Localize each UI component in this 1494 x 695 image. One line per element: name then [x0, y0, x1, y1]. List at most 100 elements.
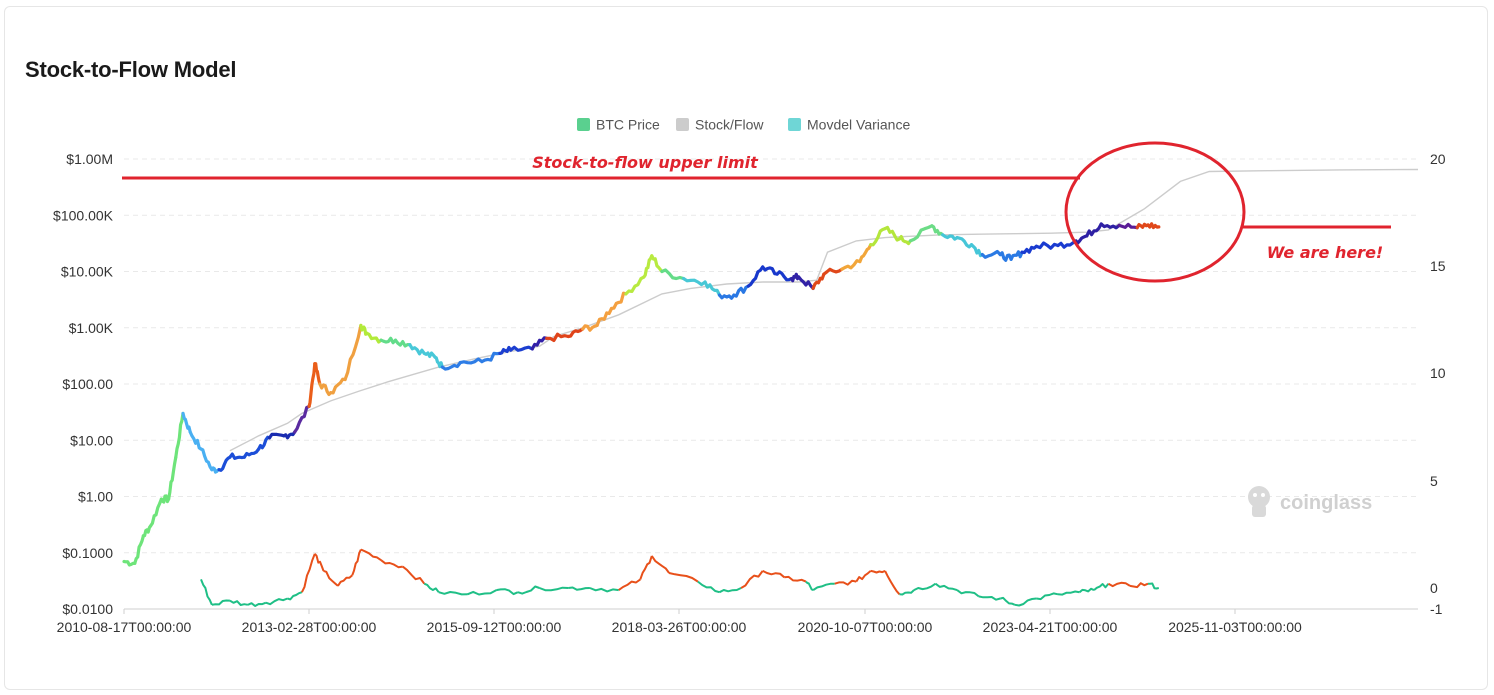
- btc-price-segment: [609, 291, 628, 311]
- btc-price-segment: [789, 272, 801, 283]
- legend-item[interactable]: Stock/Flow: [676, 117, 764, 133]
- chart-title: Stock-to-Flow Model: [25, 57, 237, 82]
- variance-segment: [1129, 582, 1149, 589]
- btc-price-segment: [822, 267, 844, 276]
- variance-segment: [229, 599, 249, 606]
- variance-segment: [1014, 597, 1037, 607]
- chart-legend[interactable]: BTC Price Stock/Flow Movdel Variance: [577, 117, 910, 133]
- btc-price-segment: [343, 323, 363, 382]
- variance-segment: [247, 601, 267, 607]
- x-tick-label: 2023-04-21T00:00:00: [983, 619, 1118, 635]
- model-variance-series: [200, 548, 1160, 607]
- left-y-axis: $0.0100 $0.1000 $1.00 $10.00 $100.00 $1.00K $1…: [53, 151, 114, 617]
- variance-segment: [913, 582, 937, 592]
- btc-price-segment: [883, 225, 902, 242]
- btc-price-segment: [422, 351, 437, 359]
- variance-segment: [539, 586, 569, 592]
- btc-price-segment: [980, 249, 1002, 259]
- y-right-tick-label: 10: [1430, 365, 1446, 381]
- variance-segment: [805, 580, 814, 591]
- btc-price-segment: [775, 270, 794, 282]
- btc-price-segment: [930, 224, 945, 237]
- watermark-text: coinglass: [1280, 492, 1372, 514]
- x-tick-label: 2010-08-17T00:00:00: [57, 619, 192, 635]
- btc-price-segment: [318, 382, 333, 397]
- chart-card: Stock-to-Flow Model: [4, 6, 1488, 690]
- y-left-tick-label: $1.00M: [66, 151, 113, 167]
- variance-segment: [668, 572, 699, 583]
- coinglass-logo-icon: [1248, 486, 1270, 517]
- btc-price-segment: [955, 236, 974, 249]
- btc-price-segment: [840, 259, 862, 271]
- variance-segment: [884, 570, 901, 595]
- btc-price-segment: [869, 227, 887, 247]
- btc-price-segment: [282, 430, 297, 440]
- variance-segment: [956, 589, 980, 598]
- btc-price-segment: [642, 254, 654, 279]
- btc-price-segment: [660, 268, 686, 281]
- grid-lines: [124, 158, 1418, 610]
- btc-price-segment: [941, 233, 959, 241]
- variance-segment: [740, 570, 764, 589]
- btc-price-segment: [797, 275, 815, 290]
- legend-item[interactable]: Movdel Variance: [788, 117, 910, 133]
- y-left-tick-label: $0.0100: [62, 601, 113, 617]
- btc-price-segment: [365, 331, 383, 344]
- variance-segment: [323, 569, 339, 587]
- x-tick-label: 2015-09-12T00:00:00: [427, 619, 562, 635]
- we-are-here-label: We are here!: [1267, 243, 1383, 262]
- variance-segment: [314, 553, 325, 572]
- annotations: Stock-to-flow upper limit We are here!: [122, 141, 1391, 283]
- btc-price-segment: [440, 361, 462, 371]
- btc-price-segment: [498, 345, 513, 355]
- we-are-here-circle: [1064, 141, 1246, 283]
- btc-price-segment: [257, 435, 272, 451]
- variance-segment: [496, 588, 519, 596]
- btc-price-segment: [581, 323, 599, 332]
- x-tick-label: 2013-02-28T00:00:00: [242, 619, 377, 635]
- variance-segment: [762, 570, 785, 579]
- btc-price-segment: [307, 362, 317, 408]
- legend-item[interactable]: BTC Price: [577, 117, 660, 133]
- btc-price-segment: [530, 336, 549, 351]
- btc-price-segment: [998, 251, 1013, 262]
- variance-segment: [568, 586, 590, 591]
- legend-swatch: [676, 118, 689, 131]
- variance-segment: [639, 555, 653, 580]
- variance-segment: [618, 578, 641, 591]
- btc-price-segment: [969, 243, 984, 258]
- variance-segment: [870, 569, 886, 574]
- btc-price-segment: [133, 534, 145, 565]
- y-right-tick-label: -1: [1430, 601, 1443, 617]
- variance-segment: [978, 595, 1001, 601]
- btc-price-segment: [1135, 222, 1150, 230]
- btc-price-segment: [267, 432, 286, 440]
- variance-segment: [337, 574, 353, 587]
- btc-price-segment: [480, 351, 502, 364]
- y-left-tick-label: $100.00: [62, 376, 113, 392]
- btc-price-segment: [167, 455, 178, 501]
- y-left-tick-label: $1.00: [78, 489, 113, 505]
- y-right-tick-label: 0: [1430, 580, 1438, 596]
- btc-price-segment: [122, 559, 137, 567]
- variance-segment: [784, 575, 807, 583]
- variance-segment: [380, 559, 403, 569]
- variance-segment: [265, 597, 288, 606]
- x-axis: 2010-08-17T00:00:00 2013-02-28T00:00:00 20…: [57, 609, 1302, 635]
- btc-price-segment: [1056, 239, 1078, 249]
- y-left-tick-label: $10.00K: [61, 264, 114, 280]
- variance-segment: [589, 587, 619, 593]
- btc-price-segment: [908, 224, 934, 243]
- y-left-tick-label: $1.00K: [69, 320, 114, 336]
- legend-label: Movdel Variance: [807, 117, 910, 133]
- y-left-tick-label: $0.1000: [62, 545, 113, 561]
- btc-price-segment: [393, 338, 412, 348]
- variance-segment: [855, 570, 872, 583]
- x-tick-label: 2020-10-07T00:00:00: [798, 619, 933, 635]
- btc-price-segment: [545, 332, 570, 343]
- legend-label: BTC Price: [596, 117, 660, 133]
- y-right-tick-label: 5: [1430, 473, 1438, 489]
- btc-price-segment: [703, 280, 722, 297]
- btc-price-segment: [313, 362, 322, 386]
- btc-price-segment: [149, 497, 163, 528]
